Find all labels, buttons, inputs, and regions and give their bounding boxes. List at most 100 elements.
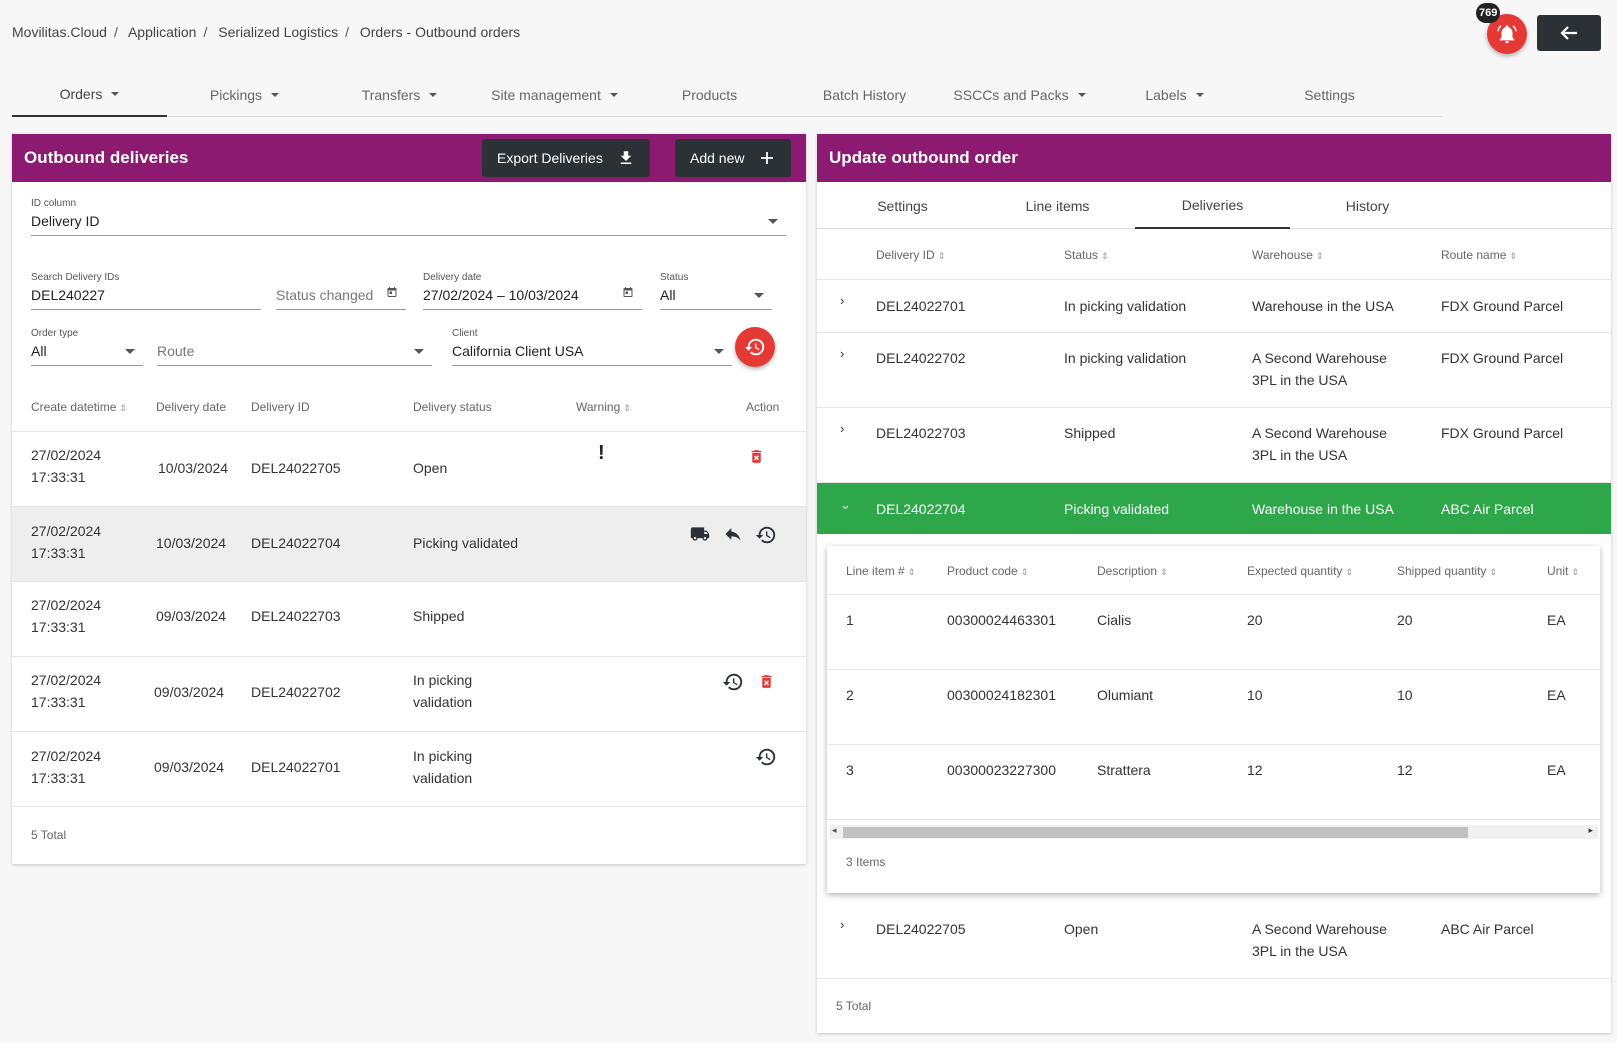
tab-batch-history[interactable]: Batch History: [787, 73, 942, 117]
column-header[interactable]: Description ⇕: [1097, 564, 1168, 578]
column-header[interactable]: Create datetime ⇕: [31, 400, 127, 414]
product-code: 00300024182301: [947, 687, 1057, 703]
table-row[interactable]: 27/02/2024 17:33:31 09/03/2024 DEL240227…: [12, 732, 806, 807]
line-item-number: 2: [846, 687, 854, 703]
column-header[interactable]: Line item # ⇕: [846, 564, 916, 578]
column-header[interactable]: Product code ⇕: [947, 564, 1029, 578]
tab-settings[interactable]: Settings: [877, 197, 928, 214]
sort-icon: ⇕: [119, 403, 127, 413]
column-header[interactable]: Warning ⇕: [576, 400, 631, 414]
history-icon[interactable]: [755, 524, 777, 546]
reply-icon[interactable]: [723, 524, 743, 544]
line-item-row[interactable]: 2 00300024182301 Olumiant 10 10 EA: [827, 670, 1600, 745]
table-header-row: Delivery ID ⇕ Status ⇕ Warehouse ⇕ Route na…: [817, 230, 1611, 280]
tab-label: Products: [681, 87, 738, 103]
tab-orders[interactable]: Orders: [12, 73, 167, 117]
warehouse: A Second Warehouse: [1252, 350, 1387, 366]
tab-line-items[interactable]: Line items: [1025, 197, 1090, 214]
column-header[interactable]: Route name ⇕: [1441, 248, 1517, 262]
column-header[interactable]: Shipped quantity ⇕: [1397, 564, 1497, 578]
delete-icon[interactable]: [748, 447, 765, 466]
table-row[interactable]: 27/02/2024 17:33:31 10/03/2024 DEL240227…: [12, 507, 806, 582]
table-row[interactable]: › DEL24022701 In picking validation Ware…: [817, 280, 1611, 333]
warning-icon: !: [598, 442, 605, 464]
tab-ssccs-and-packs[interactable]: SSCCs and Packs: [942, 73, 1097, 117]
table-row[interactable]: 27/02/2024 17:33:31 10/03/2024 DEL240227…: [12, 432, 806, 507]
expected-quantity: 20: [1247, 612, 1263, 628]
route-select[interactable]: Route: [157, 334, 432, 366]
status: Shipped: [1064, 425, 1116, 441]
add-new-button[interactable]: Add new: [675, 139, 792, 177]
route-name: FDX Ground Parcel: [1441, 425, 1564, 441]
calendar-icon[interactable]: [622, 285, 634, 301]
breadcrumb: Movilitas.Cloud / Application / Serialized…: [12, 24, 521, 40]
tab-label: Orders: [59, 86, 103, 102]
chevron-right-icon[interactable]: ›: [840, 917, 845, 932]
status: In picking validation: [1064, 298, 1187, 314]
tab-settings[interactable]: Settings: [1252, 73, 1407, 117]
client-select[interactable]: Client California Client USA: [452, 328, 732, 366]
calendar-icon[interactable]: [386, 285, 398, 301]
tab-products[interactable]: Products: [632, 73, 787, 117]
route-name: ABC Air Parcel: [1441, 501, 1534, 517]
delivery-id: DEL24022701: [251, 759, 341, 775]
tab-labels[interactable]: Labels: [1097, 73, 1252, 117]
scroll-left-icon[interactable]: ◂: [832, 825, 837, 835]
table-row[interactable]: › DEL24022703 Shipped A Second Warehouse…: [817, 408, 1611, 483]
tab-label: Batch History: [822, 87, 907, 103]
chevron-down-icon[interactable]: ⌄: [840, 497, 851, 512]
dropdown-arrow-icon: [768, 219, 778, 224]
chevron-right-icon[interactable]: ›: [840, 293, 845, 308]
status-select[interactable]: Status All: [660, 272, 772, 310]
breadcrumb-item[interactable]: Serialized Logistics: [218, 24, 339, 40]
breadcrumb-item[interactable]: Movilitas.Cloud: [12, 24, 107, 40]
column-header: Delivery ID: [251, 400, 310, 414]
table-row[interactable]: › DEL24022705 Open A Second Warehouse 3P…: [817, 904, 1611, 979]
warehouse: Warehouse in the USA: [1252, 501, 1394, 517]
history-icon[interactable]: [755, 746, 777, 768]
horizontal-scrollbar[interactable]: ◂ ▸: [829, 825, 1598, 839]
back-button[interactable]: [1537, 15, 1601, 51]
scrollbar-thumb[interactable]: [843, 827, 1468, 838]
unit: EA: [1547, 687, 1566, 703]
chevron-right-icon[interactable]: ›: [840, 346, 845, 361]
search-delivery-ids-input[interactable]: Search Delivery IDs DEL240227: [31, 272, 261, 310]
column-header[interactable]: Expected quantity ⇕: [1247, 564, 1353, 578]
delivery-date: 09/03/2024: [154, 684, 225, 700]
chevron-right-icon[interactable]: ›: [840, 421, 845, 436]
column-header[interactable]: Status ⇕: [1064, 248, 1109, 262]
table-row-selected[interactable]: ⌄ DEL24022704 Picking validated Warehous…: [817, 483, 1611, 534]
column-header[interactable]: Delivery ID ⇕: [876, 248, 946, 262]
button-label: Export Deliveries: [497, 150, 603, 166]
status-changed-date-input[interactable]: Status changed: [276, 278, 406, 310]
line-item-row[interactable]: 3 00300023227300 Strattera 12 12 EA: [827, 745, 1600, 820]
breadcrumb-item[interactable]: Application: [127, 24, 197, 40]
column-header[interactable]: Unit ⇕: [1547, 564, 1579, 578]
product-code: 00300023227300: [947, 762, 1057, 778]
delivery-date-range-input[interactable]: Delivery date 27/02/2024 – 10/03/2024: [423, 272, 642, 310]
table-row[interactable]: 27/02/2024 17:33:31 09/03/2024 DEL240227…: [12, 582, 806, 657]
scroll-right-icon[interactable]: ▸: [1588, 825, 1593, 835]
delivery-id: DEL24022704: [251, 535, 341, 551]
table-row[interactable]: › DEL24022702 In picking validation A Se…: [817, 333, 1611, 408]
tab-deliveries[interactable]: Deliveries: [1135, 182, 1290, 229]
caret-down-icon: [429, 93, 438, 97]
tab-transfers[interactable]: Transfers: [322, 73, 477, 117]
export-deliveries-button[interactable]: Export Deliveries: [482, 139, 650, 177]
column-header[interactable]: Warehouse ⇕: [1252, 248, 1324, 262]
reset-filters-button[interactable]: [735, 327, 775, 367]
id-column-select[interactable]: ID column Delivery ID: [31, 198, 786, 236]
line-item-row[interactable]: 1 00300024463301 Cialis 20 20 EA: [827, 595, 1600, 670]
table-row[interactable]: 27/02/2024 17:33:31 09/03/2024 DEL240227…: [12, 657, 806, 732]
route-name: FDX Ground Parcel: [1441, 350, 1564, 366]
tab-site-management[interactable]: Site management: [477, 73, 632, 117]
warehouse-line2: 3PL in the USA: [1252, 447, 1348, 463]
order-type-select[interactable]: Order type All: [31, 328, 143, 366]
history-icon[interactable]: [722, 671, 744, 693]
delivery-status: Picking validated: [413, 535, 519, 551]
truck-icon[interactable]: [688, 524, 712, 544]
caret-down-icon: [271, 93, 280, 97]
tab-pickings[interactable]: Pickings: [167, 73, 322, 117]
tab-history[interactable]: History: [1345, 197, 1390, 214]
delete-icon[interactable]: [758, 672, 775, 691]
